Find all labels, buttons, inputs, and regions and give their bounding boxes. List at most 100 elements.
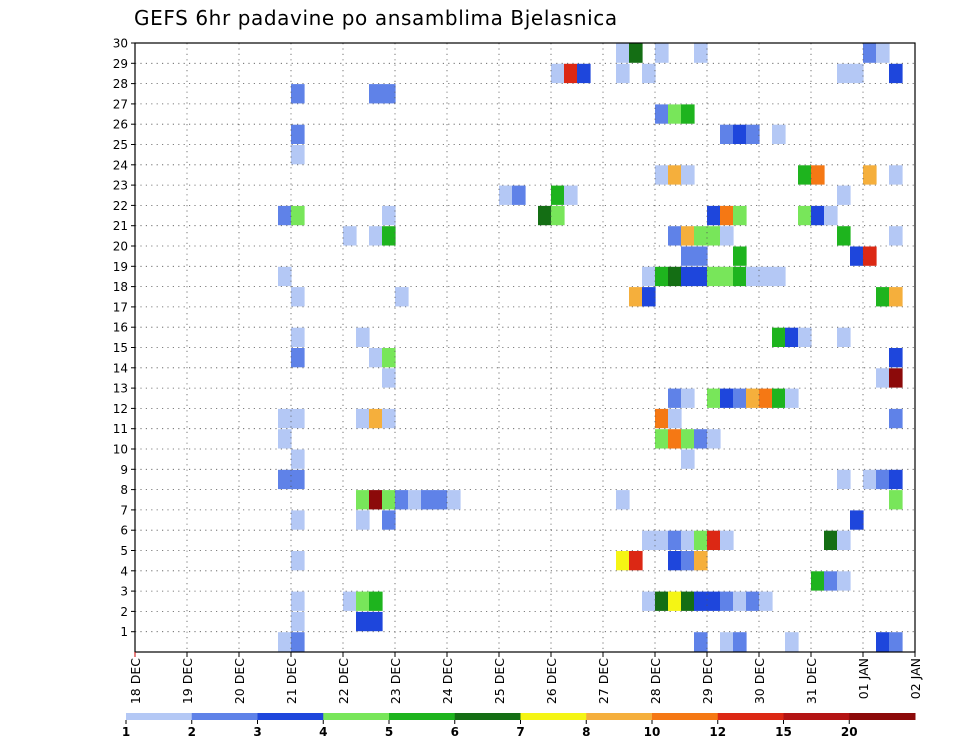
data-cell bbox=[668, 408, 682, 429]
data-cell bbox=[889, 469, 903, 490]
data-cell bbox=[850, 510, 864, 530]
data-cell bbox=[291, 551, 305, 571]
data-cell bbox=[616, 551, 630, 571]
y-tick-label: 17 bbox=[113, 300, 128, 314]
data-cell bbox=[837, 571, 851, 591]
y-tick-label: 24 bbox=[113, 158, 128, 172]
y-tick-label: 14 bbox=[113, 361, 128, 375]
data-cell bbox=[278, 469, 292, 490]
data-cell bbox=[811, 205, 825, 226]
data-cell bbox=[668, 429, 682, 449]
data-cell bbox=[629, 43, 643, 63]
y-tick-label: 12 bbox=[113, 402, 128, 416]
data-cell bbox=[785, 327, 799, 347]
data-cell bbox=[291, 327, 305, 347]
data-cell bbox=[655, 165, 669, 185]
legend-label: 5 bbox=[385, 725, 393, 739]
legend-swatch bbox=[126, 713, 193, 720]
data-cell bbox=[707, 205, 721, 226]
data-cell bbox=[876, 368, 890, 388]
y-tick-label: 22 bbox=[113, 199, 128, 213]
data-cell bbox=[707, 530, 721, 550]
data-cell bbox=[551, 185, 565, 205]
data-cell bbox=[876, 43, 890, 63]
y-tick-label: 25 bbox=[113, 138, 128, 152]
data-cell bbox=[707, 429, 721, 449]
data-cell bbox=[668, 551, 682, 571]
data-cell bbox=[798, 327, 812, 347]
data-cell bbox=[382, 84, 396, 104]
data-cell bbox=[668, 388, 682, 408]
y-tick-label: 21 bbox=[113, 219, 128, 233]
data-cell bbox=[863, 469, 877, 490]
x-tick-label: 20 DEC bbox=[232, 658, 247, 704]
data-cell bbox=[655, 591, 669, 611]
data-cell bbox=[291, 510, 305, 530]
x-tick-label: 28 DEC bbox=[648, 658, 663, 704]
data-cell bbox=[356, 591, 370, 611]
y-tick-label: 18 bbox=[113, 280, 128, 294]
legend-swatch bbox=[586, 713, 653, 720]
data-cell bbox=[681, 226, 695, 246]
data-cell bbox=[291, 145, 305, 165]
data-cell bbox=[733, 205, 747, 226]
data-cell bbox=[408, 490, 422, 510]
data-cell bbox=[278, 408, 292, 429]
legend-label: 2 bbox=[188, 725, 196, 739]
data-cell bbox=[694, 591, 708, 611]
data-cell bbox=[876, 469, 890, 490]
legend-label: 20 bbox=[841, 725, 858, 739]
data-cell bbox=[785, 632, 799, 652]
x-tick-label: 01 JAN bbox=[856, 658, 871, 699]
data-cell bbox=[720, 388, 734, 408]
data-cell bbox=[668, 165, 682, 185]
data-cell bbox=[746, 124, 760, 144]
data-cell bbox=[889, 287, 903, 307]
data-cell bbox=[681, 429, 695, 449]
data-cell bbox=[824, 530, 838, 550]
x-tick-label: 30 DEC bbox=[752, 658, 767, 704]
data-cell bbox=[668, 226, 682, 246]
chart-title: GEFS 6hr padavine po ansamblima Bjelasni… bbox=[134, 6, 618, 30]
data-cell bbox=[811, 571, 825, 591]
data-cell bbox=[759, 266, 773, 287]
data-cell bbox=[694, 429, 708, 449]
y-tick-label: 4 bbox=[120, 564, 128, 578]
data-cell bbox=[616, 63, 630, 84]
data-cell bbox=[369, 490, 383, 510]
data-cell bbox=[720, 226, 734, 246]
legend-swatch bbox=[454, 713, 521, 720]
data-cell bbox=[720, 591, 734, 611]
data-cell bbox=[837, 327, 851, 347]
data-cell bbox=[382, 226, 396, 246]
data-cell bbox=[356, 327, 370, 347]
data-cell bbox=[863, 43, 877, 63]
x-tick-label: 26 DEC bbox=[544, 658, 559, 704]
data-cell bbox=[564, 63, 578, 84]
y-tick-label: 28 bbox=[113, 77, 128, 91]
legend-label: 8 bbox=[582, 725, 590, 739]
data-cell bbox=[681, 165, 695, 185]
data-cell bbox=[668, 104, 682, 124]
data-cell bbox=[382, 348, 396, 368]
y-tick-label: 3 bbox=[120, 585, 128, 599]
data-cell bbox=[499, 185, 513, 205]
data-cell bbox=[707, 388, 721, 408]
y-tick-label: 13 bbox=[113, 382, 128, 396]
data-cell bbox=[694, 266, 708, 287]
legend-swatch bbox=[389, 713, 456, 720]
data-cell bbox=[889, 632, 903, 652]
data-cell bbox=[733, 246, 747, 266]
data-cell bbox=[382, 510, 396, 530]
data-cell bbox=[720, 632, 734, 652]
x-tick-label: 24 DEC bbox=[440, 658, 455, 704]
x-tick-label: 21 DEC bbox=[284, 658, 299, 704]
data-cell bbox=[564, 185, 578, 205]
legend-label: 4 bbox=[319, 725, 327, 739]
legend-swatch bbox=[849, 713, 916, 720]
data-cell bbox=[655, 266, 669, 287]
data-cell bbox=[876, 287, 890, 307]
data-cell bbox=[668, 530, 682, 550]
y-tick-label: 23 bbox=[113, 179, 128, 193]
data-cell bbox=[798, 165, 812, 185]
